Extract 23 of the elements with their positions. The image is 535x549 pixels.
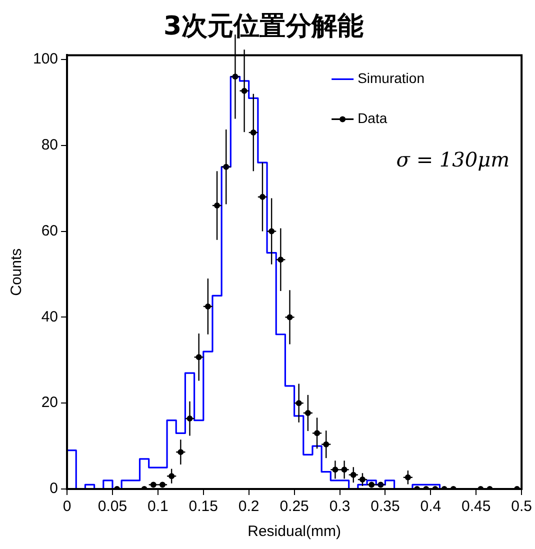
y-tick-label: 60 bbox=[41, 222, 58, 240]
x-tick-label: 0.2 bbox=[238, 498, 260, 516]
chart-title: 3次元位置分解能 bbox=[163, 11, 364, 42]
x-tick-label: 0 bbox=[62, 498, 72, 516]
x-tick-label: 0.3 bbox=[329, 498, 350, 516]
x-tick-label: 0.35 bbox=[370, 498, 400, 516]
x-tick-label: 0.15 bbox=[188, 498, 218, 516]
x-axis-title: Residual(mm) bbox=[248, 523, 341, 540]
x-tick-label: 0.5 bbox=[511, 498, 532, 516]
x-tick-label: 0.45 bbox=[462, 498, 491, 516]
y-tick-label: 20 bbox=[41, 394, 58, 412]
annotation: σ = 130μm bbox=[396, 147, 510, 172]
x-tick-label: 0.4 bbox=[420, 498, 442, 516]
y-tick-label: 80 bbox=[41, 136, 58, 154]
y-tick-label: 0 bbox=[50, 480, 58, 498]
y-tick-label: 40 bbox=[41, 308, 58, 326]
x-tick-label: 0.1 bbox=[148, 498, 168, 516]
legend-label: Data bbox=[358, 110, 388, 126]
y-axis-title: Counts bbox=[8, 248, 26, 296]
x-tick-label: 0.25 bbox=[280, 498, 309, 516]
legend-label: Simuration bbox=[358, 70, 424, 86]
x-tick-label: 0.05 bbox=[98, 498, 128, 516]
y-tick-label: 100 bbox=[32, 50, 58, 68]
